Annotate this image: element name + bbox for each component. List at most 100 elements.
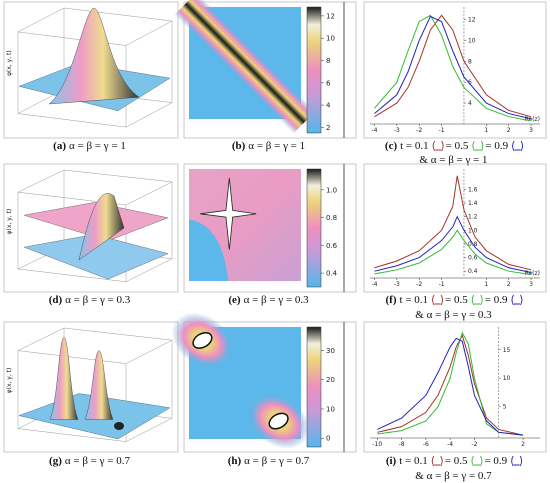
- panel-frame: [363, 163, 547, 293]
- z-axis-label: φ(x, y, t): [6, 368, 13, 394]
- colorbar-tick-label: 2: [326, 124, 330, 132]
- box-edge: [17, 31, 127, 46]
- box-edge: [17, 113, 127, 128]
- panel-frame: [183, 321, 357, 453]
- x-tick-label: -3: [394, 281, 400, 288]
- colorbar: [306, 168, 322, 288]
- panel-frame: [3, 321, 179, 453]
- series-line: [374, 175, 532, 271]
- y-tick-label: 8: [468, 58, 472, 65]
- swatch-paren: [431, 455, 443, 467]
- surface-peak: [48, 7, 140, 105]
- z-axis-label: φ(x, y, t): [6, 50, 13, 76]
- series-line: [374, 229, 532, 276]
- caption: α = β = γ = 1: [248, 140, 305, 152]
- caption: α = β = γ = 0.3: [244, 294, 310, 306]
- swatch-paren: [471, 294, 483, 306]
- series-line: [374, 15, 532, 120]
- box-edge: [125, 339, 173, 364]
- box-edge: [125, 417, 173, 442]
- caption-line: & α = β = γ = 0.7: [415, 470, 492, 482]
- y-tick-label: 12: [468, 17, 476, 24]
- caption-line: & α = β = γ = 1: [419, 154, 487, 166]
- swatch-paren: [512, 140, 524, 152]
- box-edge: [125, 181, 173, 206]
- box-edge: [125, 20, 173, 46]
- panel-label: (i): [386, 455, 397, 467]
- caption-line: & α = β = γ = 0.3: [415, 309, 492, 321]
- panel-label: (a): [53, 140, 66, 152]
- legend-label: = 0.9: [485, 140, 508, 152]
- legend-swatch: [472, 140, 484, 152]
- x-tick-label: 2: [521, 441, 525, 448]
- panel-label: (d): [49, 294, 63, 306]
- colorbar: [306, 6, 322, 134]
- colorbar-tick-label: 10: [326, 405, 335, 413]
- colorbar-tick-label: 1.0: [326, 186, 337, 194]
- x-tick-label: -6: [423, 441, 429, 448]
- swatch-paren: [472, 140, 484, 152]
- y-tick-label: 15: [503, 347, 511, 354]
- surface-hole: [114, 422, 124, 430]
- x-tick-label: -4: [371, 127, 377, 134]
- box-edge: [17, 268, 127, 283]
- panel-frame: [363, 321, 547, 453]
- surface-fold: [78, 193, 125, 261]
- legend-swatch: [432, 140, 444, 152]
- surface-plot: φ(x, y, t): [3, 163, 179, 293]
- y-tick-label: 4: [468, 100, 472, 107]
- y-tick-label: 1.6: [468, 186, 478, 193]
- swatch-paren: [471, 455, 483, 467]
- panel-label: (e): [228, 294, 241, 306]
- x-tick-label: -8: [399, 441, 405, 448]
- panel-frame: [363, 1, 547, 139]
- box-edge: [17, 169, 65, 193]
- x-tick-label: -2: [416, 127, 422, 134]
- x-tick-label: -4: [447, 441, 453, 448]
- series-line: [374, 14, 532, 122]
- box-edge: [17, 327, 65, 351]
- panel-label: (f): [386, 294, 397, 306]
- x-tick-label: 3: [529, 281, 533, 288]
- z-axis-label: φ(x, y, t): [6, 209, 13, 235]
- x-tick-label: -1: [439, 281, 445, 288]
- swatch-paren: [511, 294, 523, 306]
- panel-frame: [183, 1, 357, 139]
- colorbar-tick-label: 8: [326, 57, 330, 65]
- x-tick-label: -2: [471, 441, 477, 448]
- colorbar: [306, 326, 322, 448]
- panel-label: (g): [49, 455, 62, 467]
- y-tick-label: 5: [503, 404, 507, 411]
- y-tick-label: 0.4: [468, 268, 478, 275]
- box-edge: [17, 428, 127, 442]
- swatch-paren: [511, 455, 523, 467]
- panel-label: (c): [385, 140, 398, 152]
- colorbar-tick-label: 0.6: [326, 242, 338, 250]
- x-tick-label: 3: [529, 127, 533, 134]
- panel-frame: [3, 1, 179, 139]
- density-cross: [200, 177, 257, 250]
- series-line: [377, 337, 524, 436]
- line-chart: -10 -8 -6 -4 -2 2 5 10 15: [363, 321, 547, 453]
- x-tick-label: 2: [507, 281, 511, 288]
- density-plot: 12 10 8 6 4 2: [174, 0, 357, 139]
- caption: α = β = γ = 0.3: [65, 294, 131, 306]
- x-tick-label: 2: [507, 127, 511, 134]
- legend-swatch: [431, 455, 443, 467]
- legend-swatch: [512, 140, 524, 152]
- colorbar-tick-label: 4: [326, 102, 331, 110]
- x-tick-label: 1: [484, 281, 488, 288]
- legend-swatch: [471, 455, 483, 467]
- colorbar-tick-label: 6: [326, 79, 331, 87]
- surface-spike: [49, 337, 79, 420]
- panel-frame: [183, 163, 357, 293]
- swatch-paren: [432, 294, 443, 306]
- x-tick-label: -1: [439, 127, 445, 134]
- legend-label: = 0.5: [445, 455, 468, 467]
- box-edge: [63, 327, 173, 341]
- colorbar-tick-label: 20: [326, 376, 335, 384]
- surface-plot: φ(x, y, t): [3, 1, 179, 139]
- x-tick-label: -3: [394, 127, 400, 134]
